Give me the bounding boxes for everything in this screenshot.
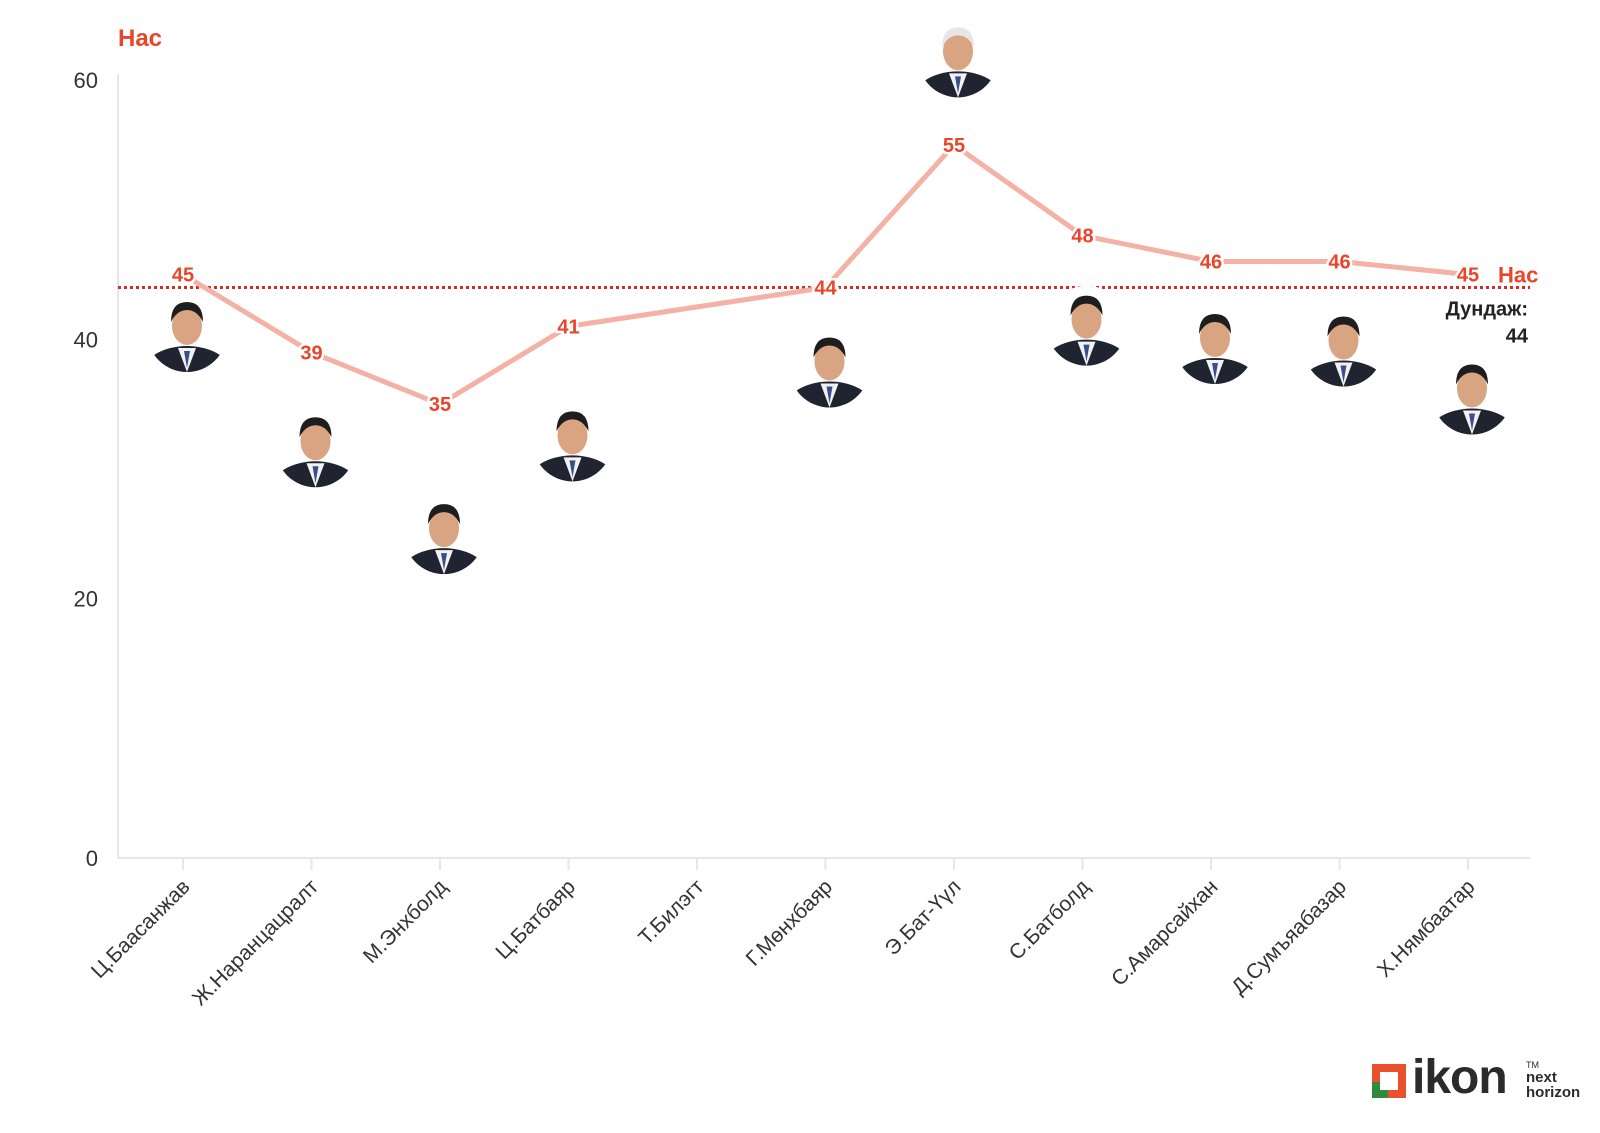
- x-tick-label: С.Амарсайхан: [1107, 875, 1222, 990]
- x-tick-label: С.Батболд: [1005, 875, 1094, 964]
- portrait-icon: [532, 401, 613, 482]
- data-label: 39: [300, 342, 322, 364]
- logo-tag-line1: next: [1526, 1069, 1557, 1086]
- data-label: 55: [943, 135, 965, 157]
- portrait-icon: [147, 292, 227, 372]
- x-tick-label: Т.Билэгт: [634, 875, 709, 950]
- portrait-icon: [1046, 285, 1127, 366]
- ikon-logo-mark: [1372, 1064, 1406, 1098]
- portrait-icon: [918, 17, 998, 98]
- series-label: Нас: [1498, 263, 1538, 288]
- x-tick-label: Ц.Баасанжав: [87, 875, 195, 983]
- x-tick-label: Г.Мөнхбаяр: [742, 875, 837, 970]
- logo-tagline: next horizon: [1526, 1070, 1580, 1100]
- series-line: [180, 142, 1471, 407]
- x-tick-label: Ж.Наранцацралт: [188, 875, 323, 1010]
- x-tick-label: Х.Нямбаатар: [1373, 875, 1480, 982]
- x-tick-label: Э.Бат-Үүл: [881, 875, 966, 960]
- portrait-icon: [275, 407, 356, 488]
- data-label: 45: [1457, 265, 1479, 287]
- portrait-icon: [789, 327, 870, 408]
- portrait-icon: [1303, 306, 1384, 387]
- y-tick-label: 0: [86, 846, 98, 871]
- data-label: 46: [1200, 252, 1222, 274]
- portrait-icon: [1175, 304, 1255, 385]
- logo-brand: ikon: [1412, 1051, 1508, 1104]
- average-value: 44: [1506, 325, 1529, 347]
- y-tick-label: 40: [74, 327, 98, 352]
- data-label: 41: [557, 316, 579, 338]
- y-tick-label: 60: [74, 68, 98, 93]
- portrait-icon: [1432, 354, 1512, 435]
- data-label: 45: [172, 265, 194, 287]
- x-tick-label: Д.Сумъяабазар: [1227, 875, 1351, 999]
- y-axis-title: Нас: [118, 25, 162, 52]
- ikon-logo: ikon TM next horizon: [1372, 1051, 1582, 1108]
- x-tick-label: М.Энхболд: [359, 875, 452, 968]
- x-tick-label: Ц.Батбаяр: [491, 875, 580, 964]
- logo-tm: TM: [1526, 1060, 1539, 1070]
- data-label: 46: [1328, 252, 1350, 274]
- data-label: 44: [814, 277, 837, 299]
- data-label: 35: [429, 394, 451, 416]
- average-label: Дундаж:: [1446, 298, 1528, 320]
- y-tick-label: 20: [74, 587, 98, 612]
- portrait-icon: [404, 494, 484, 575]
- data-label: 48: [1071, 226, 1093, 248]
- logo-tag-line2: horizon: [1526, 1084, 1581, 1101]
